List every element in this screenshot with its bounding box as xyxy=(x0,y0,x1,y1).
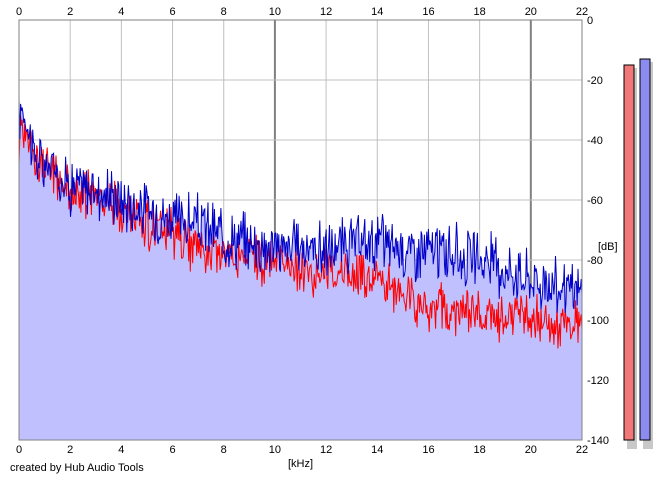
x-tick-bottom-20: 20 xyxy=(525,444,537,456)
y-tick--80: -80 xyxy=(587,255,603,267)
x-tick-bottom-0: 0 xyxy=(16,444,22,456)
x-axis-unit: [kHz] xyxy=(288,458,313,470)
x-tick-top-0: 0 xyxy=(16,6,22,18)
series-line-red xyxy=(18,115,583,349)
y-tick-0: 0 xyxy=(587,15,593,27)
x-tick-top-20: 20 xyxy=(525,6,537,18)
x-tick-bottom-16: 16 xyxy=(422,444,434,456)
y-tick--20: -20 xyxy=(587,75,603,87)
level-meters xyxy=(623,58,653,449)
credit-text: created by Hub Audio Tools xyxy=(10,462,144,474)
x-tick-top-8: 8 xyxy=(221,6,227,18)
y-tick--120: -120 xyxy=(587,375,609,387)
y-tick--140: -140 xyxy=(587,435,609,447)
spectrum-fill-area xyxy=(19,98,582,440)
x-tick-bottom-12: 12 xyxy=(320,444,332,456)
level-meter-red xyxy=(623,64,635,441)
x-tick-bottom-10: 10 xyxy=(269,444,281,456)
x-tick-top-16: 16 xyxy=(422,6,434,18)
x-tick-bottom-14: 14 xyxy=(371,444,383,456)
x-tick-bottom-18: 18 xyxy=(474,444,486,456)
x-tick-top-4: 4 xyxy=(118,6,124,18)
x-tick-top-6: 6 xyxy=(169,6,175,18)
y-tick--100: -100 xyxy=(587,315,609,327)
x-tick-top-12: 12 xyxy=(320,6,332,18)
x-tick-top-10: 10 xyxy=(269,6,281,18)
plot-border xyxy=(18,19,583,441)
x-tick-bottom-6: 6 xyxy=(169,444,175,456)
y-tick-labels: 0 -20 -40 -60 -80 -100 -120 -140 xyxy=(587,15,609,447)
x-tick-top-2: 2 xyxy=(67,6,73,18)
x-tick-bottom-2: 2 xyxy=(67,444,73,456)
level-meter-blue xyxy=(639,58,651,441)
x-tick-bottom-22: 22 xyxy=(576,444,588,456)
x-tick-top-18: 18 xyxy=(474,6,486,18)
y-tick--60: -60 xyxy=(587,195,603,207)
x-tick-labels-bottom: 0 2 4 6 8 10 12 14 16 18 20 22 xyxy=(16,444,588,456)
y-axis-unit: [dB] xyxy=(598,241,618,253)
x-tick-top-14: 14 xyxy=(371,6,383,18)
x-tick-top-22: 22 xyxy=(576,6,588,18)
x-tick-bottom-8: 8 xyxy=(221,444,227,456)
x-tick-labels-top: 0 2 4 6 8 10 12 14 16 18 20 22 xyxy=(16,6,588,18)
x-tick-bottom-4: 4 xyxy=(118,444,124,456)
y-tick--40: -40 xyxy=(587,135,603,147)
series-line-blue xyxy=(18,98,583,313)
